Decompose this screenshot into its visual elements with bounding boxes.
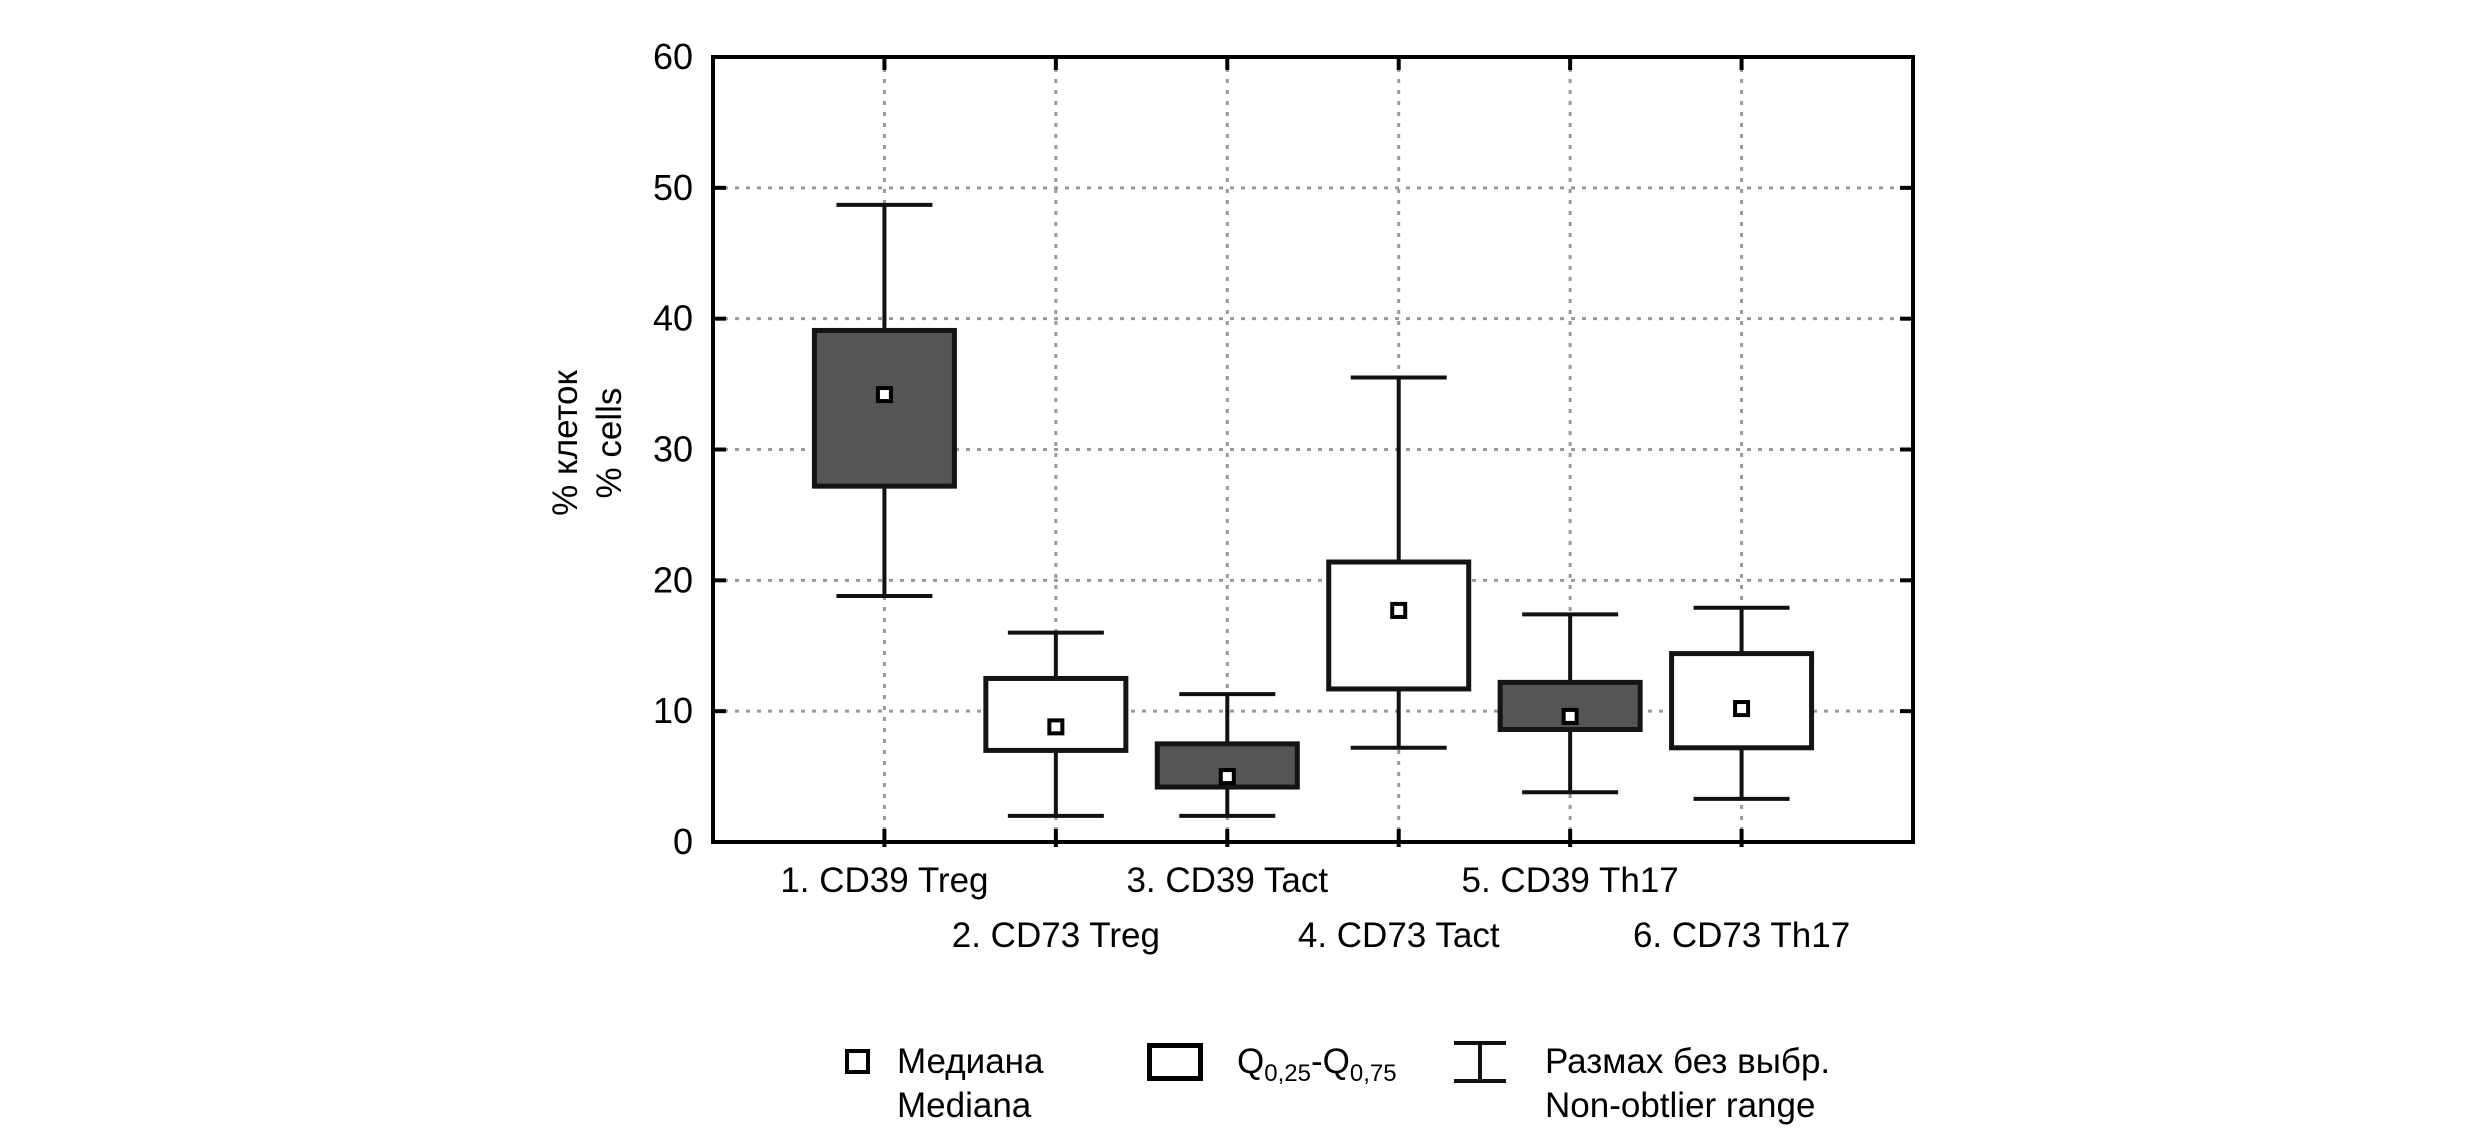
y-tick-label: 60: [653, 36, 693, 77]
y-tick-label: 0: [673, 821, 693, 862]
legend-iqr-label: Q0,25-Q0,75: [1237, 1040, 1397, 1096]
x-category-label: 3. CD39 Tact: [1126, 861, 1328, 900]
whisker-range-icon: [1454, 1041, 1506, 1083]
x-category-label: 2. CD73 Treg: [952, 916, 1160, 955]
legend-iqr-dash: -: [1310, 1042, 1323, 1081]
median-marker-icon: [845, 1049, 870, 1074]
legend-median-label: Медиана Mediana: [897, 1040, 1043, 1128]
y-tick-labels: 0 10 20 30 40 50 60: [653, 36, 693, 862]
median-marker: [1733, 700, 1751, 718]
x-category-label: 1. CD39 Treg: [780, 861, 988, 900]
box-plot-1: [811, 202, 957, 599]
iqr-box: [1326, 559, 1472, 692]
iqr-box: [983, 675, 1129, 753]
iqr-box-icon: [1147, 1043, 1203, 1081]
median-marker: [1218, 768, 1236, 786]
box-plot-4: [1326, 375, 1472, 750]
legend-iqr-q1-sub: 0,25: [1264, 1060, 1311, 1087]
median-marker: [1390, 601, 1408, 619]
median-marker: [1047, 718, 1065, 736]
y-axis-title-ru: % клеток: [546, 370, 585, 516]
box-plot-3: [1154, 692, 1300, 818]
y-tick-label: 10: [653, 690, 693, 731]
x-category-label: 6. CD73 Th17: [1633, 916, 1850, 955]
y-axis-title: % клеток % cells: [544, 370, 632, 516]
legend-range-label-en: Non-obtlier range: [1545, 1086, 1816, 1125]
legend-iqr-q1-base: Q: [1237, 1042, 1265, 1081]
y-tick-label: 40: [653, 298, 693, 339]
median-marker: [875, 386, 893, 404]
legend-range-label: Размах без выбр. Non-obtlier range: [1545, 1040, 1830, 1128]
legend-median-label-en: Mediana: [897, 1086, 1032, 1125]
box-plot-6: [1669, 605, 1815, 801]
legend-iqr-q2-base: Q: [1322, 1042, 1350, 1081]
x-category-label: 5. CD39 Th17: [1462, 861, 1679, 900]
box-plot-5: [1497, 612, 1643, 795]
y-axis-title-en: % cells: [590, 387, 629, 499]
axis-ticks: [713, 57, 1913, 847]
legend-median-label-ru: Медиана: [897, 1042, 1044, 1081]
y-tick-label: 30: [653, 429, 693, 470]
legend: Медиана Mediana Q0,25-Q0,75 Размах без в…: [0, 1040, 2480, 1132]
x-category-labels: 1. CD39 Treg 2. CD73 Treg 3. CD39 Tact 4. C…: [780, 861, 1850, 955]
x-category-label: 4. CD73 Tact: [1298, 916, 1500, 955]
box-series: [811, 202, 1815, 818]
median-marker: [1561, 707, 1579, 725]
iqr-box: [1154, 741, 1300, 790]
box-plot-2: [983, 630, 1129, 818]
legend-range-label-ru: Размах без выбр.: [1545, 1042, 1831, 1081]
y-tick-label: 50: [653, 167, 693, 208]
legend-iqr-q2-sub: 0,75: [1349, 1060, 1397, 1087]
y-tick-label: 20: [653, 559, 693, 600]
iqr-box: [811, 327, 957, 489]
